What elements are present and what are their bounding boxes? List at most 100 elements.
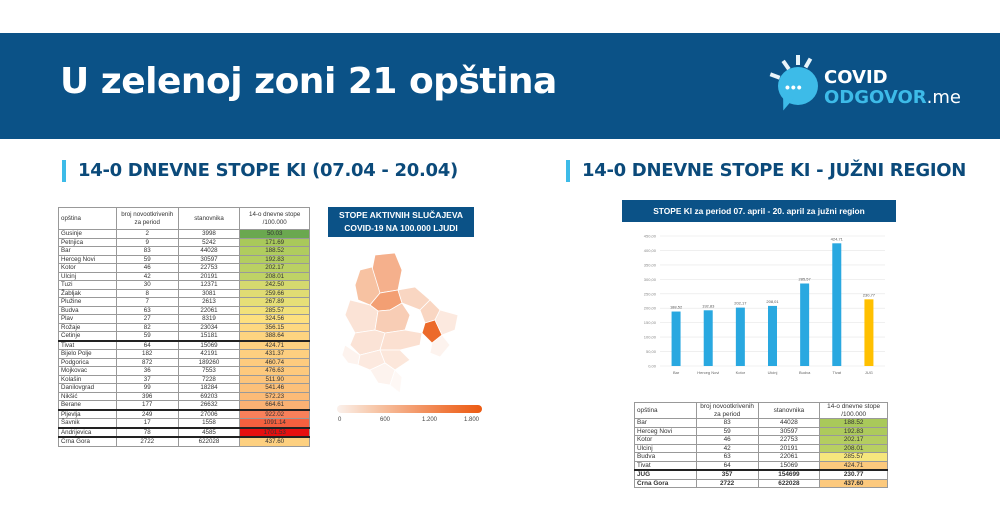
municipality-cell: Tuzi <box>58 280 117 290</box>
municipality-cell: Kotor <box>634 435 697 445</box>
col-header-cases: broj novootkrivenih za period <box>695 402 759 419</box>
bar-bar <box>671 311 681 366</box>
population-cell: 8319 <box>177 314 241 324</box>
table-row: Ulcinj 42 20191 208.01 <box>58 271 310 281</box>
right-section-title: 14-0 DNEVNE STOPE KI - JUŽNI REGION <box>566 160 966 182</box>
y-tick-label: 0,00 <box>648 364 657 369</box>
population-cell: 27006 <box>177 408 241 419</box>
chat-bubble-icon <box>778 67 818 105</box>
population-cell: 44028 <box>757 418 821 428</box>
population-cell: 3998 <box>177 229 241 239</box>
map-title-line1: STOPE AKTIVNIH SLUČAJEVA <box>338 210 464 220</box>
rate-cell: 572.23 <box>239 391 310 401</box>
legend-label-0: 0 <box>338 417 342 423</box>
table-row: Kotor 46 22753 202.17 <box>634 435 888 445</box>
cases-cell: 249 <box>115 408 179 419</box>
region-plav <box>429 334 451 358</box>
population-cell: 18284 <box>177 383 241 393</box>
x-category-label: Kotor <box>736 370 746 375</box>
municipality-cell: Plužine <box>58 297 117 307</box>
cases-cell: 82 <box>115 322 179 332</box>
municipality-cell: Kotor <box>58 263 117 273</box>
y-tick-label: 200,00 <box>644 306 657 311</box>
population-cell: 23034 <box>177 322 241 332</box>
cases-cell: 177 <box>115 400 179 410</box>
population-cell: 622028 <box>757 478 821 488</box>
table-row: Bar 83 44028 188.52 <box>58 246 310 256</box>
municipality-cell: Kolašin <box>58 374 117 384</box>
municipality-cell: Žabljak <box>58 288 117 298</box>
page-title: U zelenoj zoni 21 opština <box>60 61 557 102</box>
table-row: Žabljak 8 3081 259.66 <box>58 288 310 298</box>
table-row: Mojkovac 36 7553 476.63 <box>58 366 310 376</box>
y-tick-label: 50,00 <box>646 349 657 354</box>
municipality-cell: Berane <box>58 400 117 410</box>
y-tick-label: 250,00 <box>644 291 657 296</box>
population-cell: 22061 <box>177 305 241 315</box>
municipality-cell: Herceg Novi <box>58 254 117 264</box>
table-row: Budva 63 22061 285.57 <box>58 305 310 315</box>
cases-cell: 2722 <box>695 478 759 488</box>
y-tick-label: 450,00 <box>644 234 657 239</box>
table-row: Tivat 64 15069 424.71 <box>58 339 310 350</box>
covid-odgovor-logo[interactable]: ••• COVID ODGOVOR.me <box>769 55 961 115</box>
municipality-cell: JUG <box>634 469 697 480</box>
population-cell: 22753 <box>757 435 821 445</box>
y-tick-label: 350,00 <box>644 262 657 267</box>
population-cell: 30597 <box>757 426 821 436</box>
rate-cell: 188.52 <box>239 246 310 256</box>
cases-cell: 46 <box>115 263 179 273</box>
cases-cell: 7 <box>115 297 179 307</box>
municipality-cell: Podgorica <box>58 357 117 367</box>
population-cell: 20191 <box>177 271 241 281</box>
rate-cell: 437.60 <box>819 478 888 488</box>
table-row: Gusinje 2 3998 50.03 <box>58 229 310 239</box>
table-row: Tuzi 30 12371 242.50 <box>58 280 310 290</box>
bar-value-label: 230,77 <box>863 292 876 297</box>
population-cell: 5242 <box>177 237 241 247</box>
cases-cell: 64 <box>115 339 179 350</box>
population-cell: 12371 <box>177 280 241 290</box>
col-header-municipality: opština <box>634 402 697 419</box>
rate-cell: 388.64 <box>239 331 310 341</box>
rate-cell: 259.66 <box>239 288 310 298</box>
rate-cell: 511.90 <box>239 374 310 384</box>
population-cell: 15181 <box>177 331 241 341</box>
cases-cell: 8 <box>115 288 179 298</box>
cases-cell: 182 <box>115 349 179 359</box>
municipality-cell: Pljevlja <box>58 408 117 419</box>
region-danilovgrad <box>379 349 411 371</box>
rate-cell: 202.17 <box>819 435 888 445</box>
cases-cell: 83 <box>695 418 759 428</box>
table-row: Andrijevica 78 4585 1701.53 <box>58 426 310 438</box>
x-category-label: Herceg Novi <box>697 370 719 375</box>
bar-kotor <box>735 307 745 366</box>
cases-cell: 42 <box>115 271 179 281</box>
table-row: Rožaje 82 23034 356.15 <box>58 322 310 332</box>
south-region-table: opština broj novootkrivenih za period st… <box>634 402 888 488</box>
chart-title: STOPE KI za period 07. april - 20. april… <box>622 200 896 222</box>
col-header-population: stanovnika <box>177 207 241 230</box>
table-row: Herceg Novi 59 30597 192.83 <box>58 254 310 264</box>
bar-value-label: 424,71 <box>831 236 844 241</box>
table-header-row: opština broj novootkrivenih za period st… <box>58 207 310 230</box>
legend-label-1800: 1.800 <box>464 417 480 423</box>
table-row: Tivat 64 15069 424.71 <box>634 460 888 471</box>
cases-cell: 396 <box>115 391 179 401</box>
table-row: Herceg Novi 59 30597 192.83 <box>634 426 888 436</box>
municipality-cell: Ulcinj <box>58 271 117 281</box>
bar-value-label: 188,52 <box>670 305 683 310</box>
x-category-label: Ulcinj <box>768 370 778 375</box>
population-cell: 30597 <box>177 254 241 264</box>
rate-cell: 202.17 <box>239 263 310 273</box>
table-row: Plav 27 8319 324.56 <box>58 314 310 324</box>
cases-cell: 36 <box>115 366 179 376</box>
table-row: Plužine 7 2613 267.89 <box>58 297 310 307</box>
rate-cell: 324.56 <box>239 314 310 324</box>
cases-cell: 9 <box>115 237 179 247</box>
x-category-label: Budva <box>799 370 811 375</box>
municipality-cell: Šavnik <box>58 418 117 428</box>
cases-cell: 30 <box>115 280 179 290</box>
bar-value-label: 208,01 <box>766 299 779 304</box>
rate-cell: 922.02 <box>239 408 310 419</box>
